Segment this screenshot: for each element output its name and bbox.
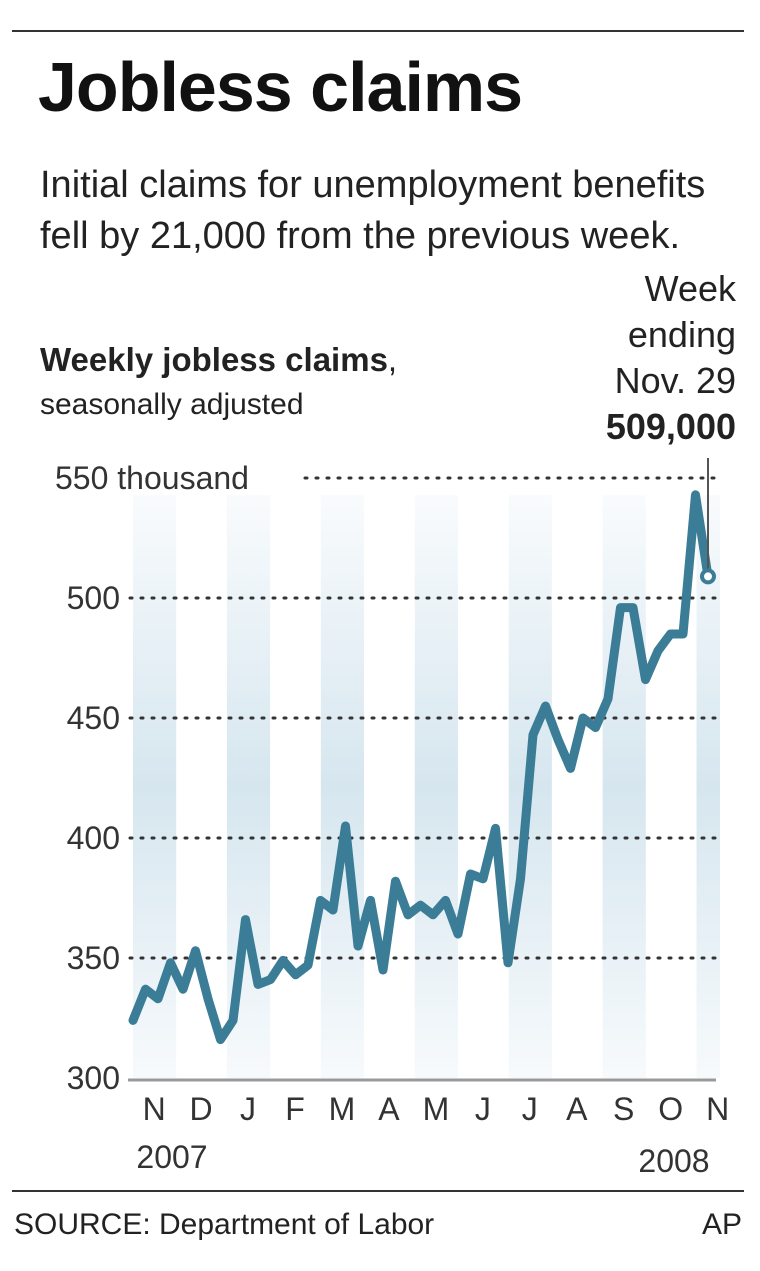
year-label: 2008 [638, 1143, 709, 1179]
bottom-rule [12, 1190, 744, 1192]
x-tick-label: D [190, 1091, 213, 1127]
credit: AP [701, 1208, 742, 1241]
y-tick-label: 550 thousand [55, 460, 249, 496]
series-title-text: Weekly jobless claims [40, 341, 388, 378]
x-tick-label: M [329, 1091, 356, 1127]
series-title-suffix: , [387, 341, 398, 378]
annotation-line1: Week [644, 268, 736, 309]
month-band [696, 495, 720, 1078]
year-label: 2007 [136, 1139, 207, 1175]
y-tick-label: 300 [67, 1060, 120, 1096]
highlight-point [700, 568, 716, 585]
x-tick-label: O [658, 1091, 683, 1127]
top-rule [12, 30, 744, 32]
x-tick-label: J [475, 1091, 491, 1127]
chart-subtitle: Initial claims for unemployment benefits… [40, 164, 706, 257]
x-tick-label: N [706, 1091, 729, 1127]
x-tick-label: S [613, 1091, 634, 1127]
x-tick-label: J [240, 1091, 256, 1127]
annotation-line3: Nov. 29 [614, 360, 736, 401]
month-band [320, 495, 365, 1078]
month-band [133, 495, 177, 1078]
y-tick-label: 500 [67, 580, 120, 616]
x-tick-label: J [522, 1091, 538, 1127]
x-tick-label: F [285, 1091, 305, 1127]
chart-title: Jobless claims [38, 48, 523, 126]
x-tick-label: A [378, 1091, 400, 1127]
y-tick-label: 350 [67, 940, 120, 976]
annotation-line2: ending [627, 314, 736, 355]
x-tick-label: M [423, 1091, 450, 1127]
series-note: seasonally adjusted [40, 388, 304, 421]
annotation-value: 509,000 [605, 406, 736, 447]
month-band [602, 495, 646, 1078]
source-note: SOURCE: Department of Labor [14, 1208, 435, 1241]
x-tick-label: A [566, 1091, 588, 1127]
series-title: Weekly jobless claims, [40, 340, 397, 380]
month-band [414, 495, 458, 1078]
x-tick-label: N [143, 1091, 166, 1127]
y-tick-label: 450 [67, 700, 120, 736]
latest-annotation: Week ending Nov. 29 509,000 [606, 266, 736, 450]
y-tick-label: 400 [67, 820, 120, 856]
